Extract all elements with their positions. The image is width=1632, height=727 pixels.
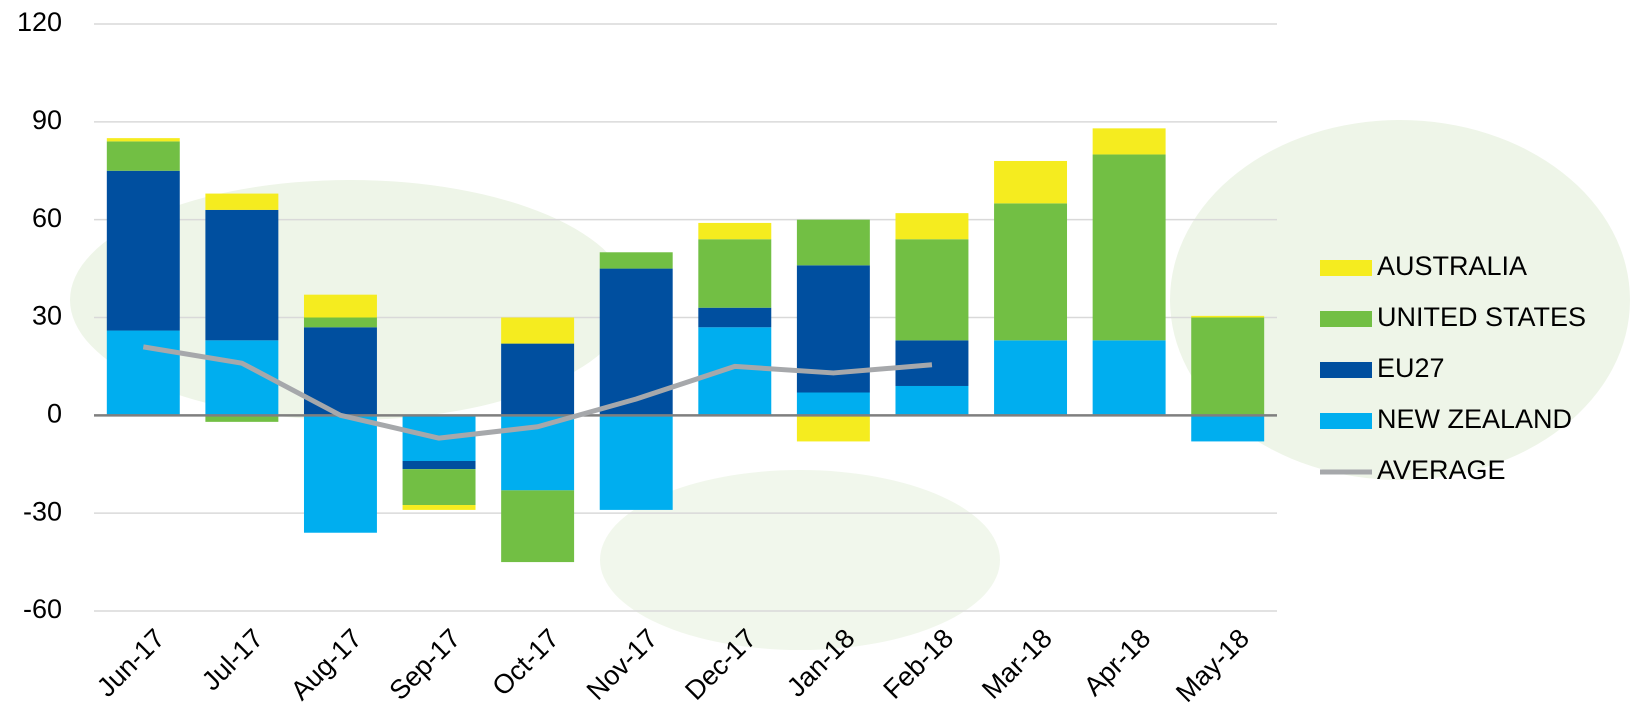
bar-segment (895, 213, 969, 240)
bar-segment (303, 294, 377, 318)
x-tick-label: Oct-17 (486, 623, 565, 702)
y-tick-label: 90 (32, 105, 62, 135)
y-tick-label: -30 (23, 496, 62, 526)
bar-segment (796, 219, 870, 266)
bar-segment (106, 138, 180, 142)
legend-label: NEW ZEALAND (1377, 404, 1572, 434)
legend-swatch (1320, 260, 1372, 276)
bar-segment (698, 239, 772, 308)
average-line (142, 344, 933, 441)
x-tick-label: Jun-17 (91, 623, 171, 703)
bar-segment (1092, 128, 1166, 155)
bar-segment (106, 170, 180, 331)
legend-swatch (1320, 362, 1372, 378)
bar-segment (1191, 317, 1265, 416)
legend-label: UNITED STATES (1377, 302, 1586, 332)
bar-segment (796, 392, 870, 416)
bar-segment (1092, 154, 1166, 341)
bar-segment (994, 203, 1068, 341)
bar-segment (106, 330, 180, 416)
bar-segment (895, 239, 969, 341)
bar-segment (501, 343, 575, 416)
bar-segment (106, 141, 180, 171)
bar-segment (303, 317, 377, 328)
legend-swatch (1320, 311, 1372, 327)
y-tick-label: 30 (32, 301, 62, 331)
bar-segment (895, 385, 969, 416)
y-tick-label: 120 (17, 7, 62, 37)
bar-segment (599, 268, 673, 416)
bar-segment (994, 160, 1068, 204)
legend-swatch (1320, 413, 1372, 429)
legend-label: EU27 (1377, 353, 1445, 383)
bar-segment (205, 415, 279, 422)
bar-segment (796, 415, 870, 442)
x-tick-label: Mar-18 (976, 623, 1058, 705)
bar-segment (1092, 340, 1166, 416)
bar-segment (698, 307, 772, 328)
x-tick-label: Nov-17 (581, 623, 664, 706)
x-tick-label: Aug-17 (285, 623, 368, 706)
bar-segment (501, 317, 575, 344)
bar-segment (402, 460, 476, 470)
y-tick-label: 0 (47, 398, 62, 428)
bar-segment (698, 222, 772, 240)
x-tick-label: Jul-17 (196, 623, 269, 696)
bar-segment (994, 340, 1068, 416)
bar-segment (303, 415, 377, 533)
bar-segment (402, 505, 476, 510)
x-tick-label: Apr-18 (1078, 623, 1157, 702)
bar-segment (205, 193, 279, 210)
bar-segment (895, 340, 969, 386)
bar-segment (402, 469, 476, 506)
bar-segment (205, 209, 279, 341)
legend-label: AUSTRALIA (1377, 251, 1527, 281)
x-tick-label: May-18 (1170, 623, 1255, 708)
y-tick-label: -60 (23, 594, 62, 624)
bar-segment (1191, 415, 1265, 442)
bar-segment (599, 252, 673, 269)
bar-segment (501, 490, 575, 563)
x-tick-label: Sep-17 (384, 623, 467, 706)
bar-segment (698, 327, 772, 416)
bar-segment (599, 415, 673, 510)
legend-label: AVERAGE (1377, 455, 1506, 485)
y-tick-label: 60 (32, 203, 62, 233)
bar-segment (1191, 315, 1265, 318)
